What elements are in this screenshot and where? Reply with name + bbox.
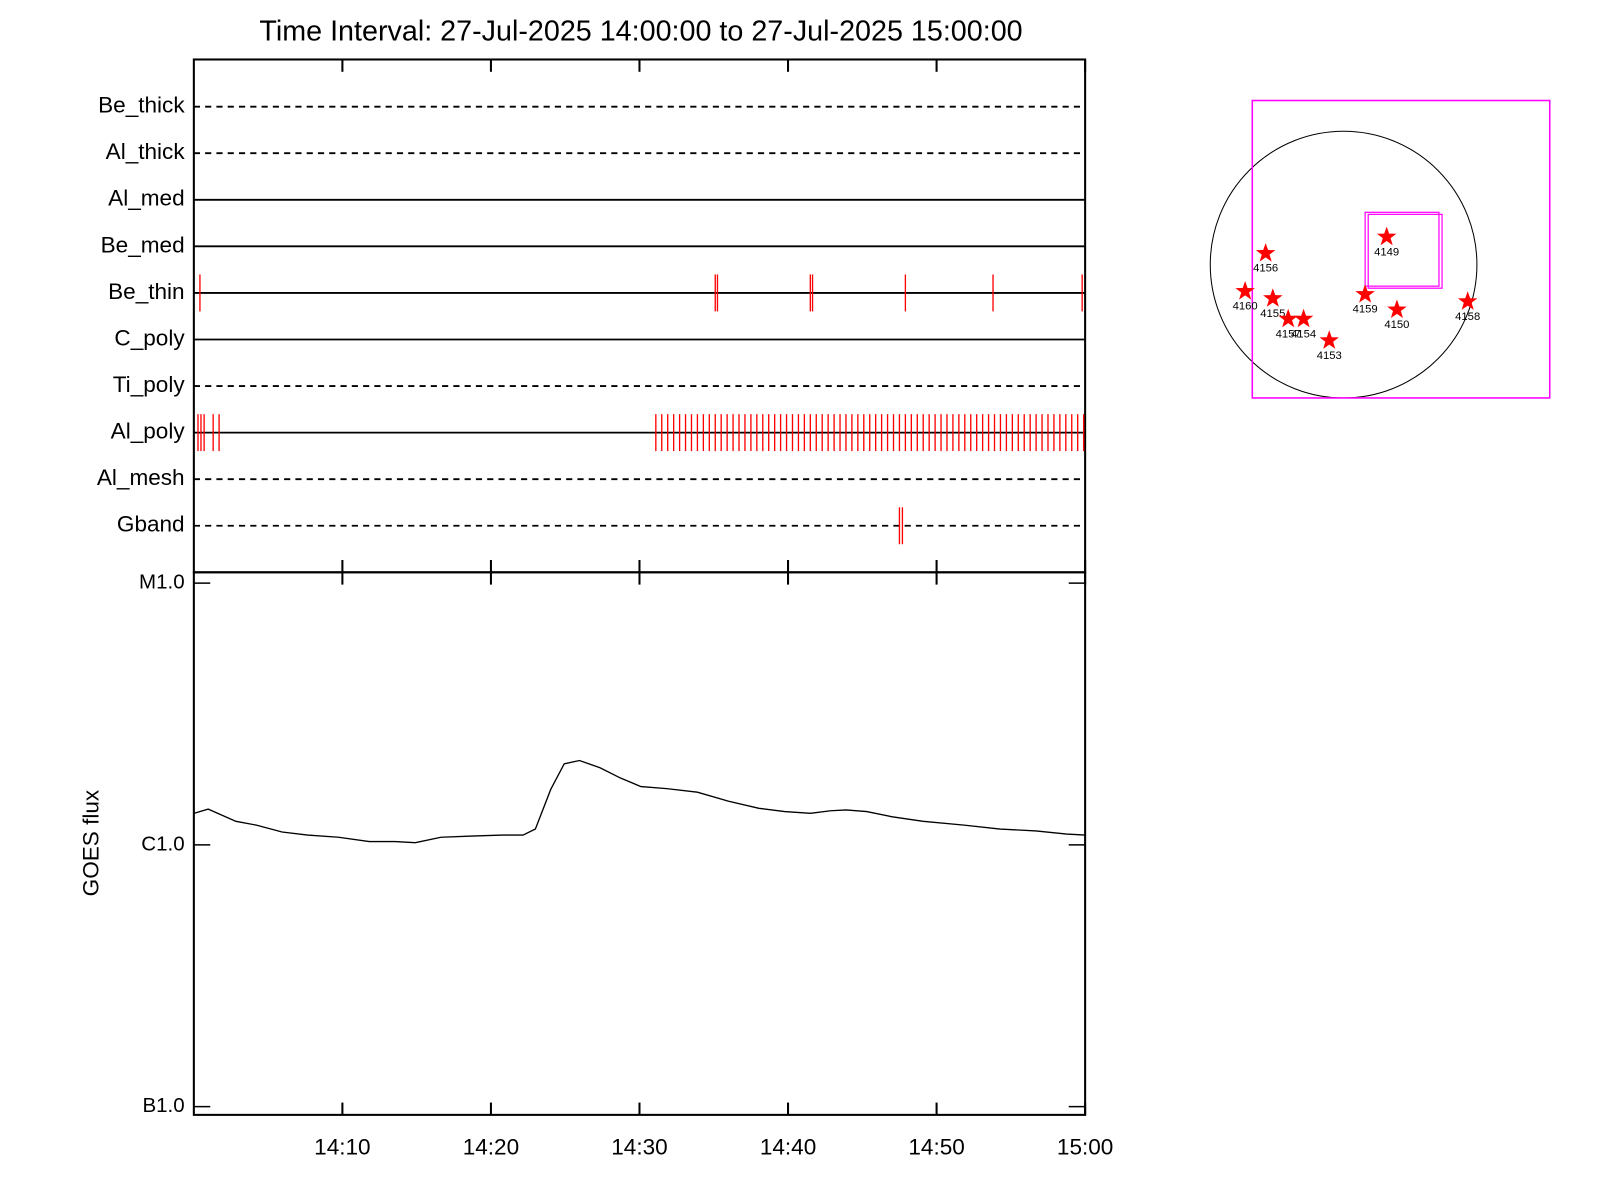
row-label: Ti_poly: [113, 372, 186, 397]
row-label: Al_poly: [111, 419, 186, 444]
row-label: C_poly: [114, 325, 185, 350]
row-label: Al_mesh: [97, 465, 185, 490]
row-label: Al_thick: [106, 139, 186, 164]
y-axis-label: GOES flux: [78, 789, 103, 896]
x-tick-label: 15:00: [1057, 1135, 1113, 1160]
region-marker: [1278, 308, 1298, 328]
region-label: 4160: [1233, 301, 1258, 313]
region-label: 4154: [1291, 328, 1316, 340]
region-marker: [1263, 288, 1283, 307]
region-marker: [1293, 308, 1314, 328]
y-tick-label: M1.0: [139, 571, 185, 594]
y-tick-label: C1.0: [141, 832, 184, 855]
target-box: [1364, 211, 1440, 287]
region-marker: [1457, 291, 1478, 310]
field-of-view: [1251, 99, 1551, 399]
region-marker: [1376, 226, 1397, 246]
row-label: Gband: [117, 512, 185, 537]
target-box: [1367, 213, 1443, 289]
region-label: 4157: [1276, 328, 1301, 340]
region-label: 4155: [1260, 308, 1285, 320]
row-label: Be_med: [101, 232, 185, 257]
region-marker: [1387, 299, 1407, 319]
x-tick-label: 14:10: [314, 1135, 370, 1160]
y-tick-label: B1.0: [142, 1094, 184, 1117]
region-marker: [1355, 284, 1375, 303]
region-label: 4156: [1253, 263, 1278, 275]
row-label: Al_med: [108, 186, 184, 211]
region-label: 4149: [1374, 246, 1399, 258]
chart-title: Time Interval: 27-Jul-2025 14:00:00 to 2…: [259, 15, 1022, 47]
region-label: 4150: [1384, 319, 1409, 331]
region-marker: [1319, 330, 1339, 349]
row-label: Be_thin: [108, 279, 184, 304]
region-label: 4158: [1455, 311, 1480, 323]
region-marker: [1235, 281, 1255, 300]
panel-frame: [192, 58, 1087, 574]
x-tick-label: 14:40: [760, 1135, 816, 1160]
goes-curve: [193, 759, 1086, 844]
region-label: 4153: [1317, 350, 1342, 362]
x-tick-label: 14:30: [611, 1135, 667, 1160]
x-tick-label: 14:50: [908, 1135, 964, 1160]
solar-disk: [1209, 130, 1478, 399]
x-tick-label: 14:20: [463, 1135, 519, 1160]
region-label: 4159: [1353, 304, 1378, 316]
region-marker: [1255, 243, 1276, 262]
panel-frame: [192, 571, 1087, 1116]
row-label: Be_thick: [98, 93, 185, 118]
